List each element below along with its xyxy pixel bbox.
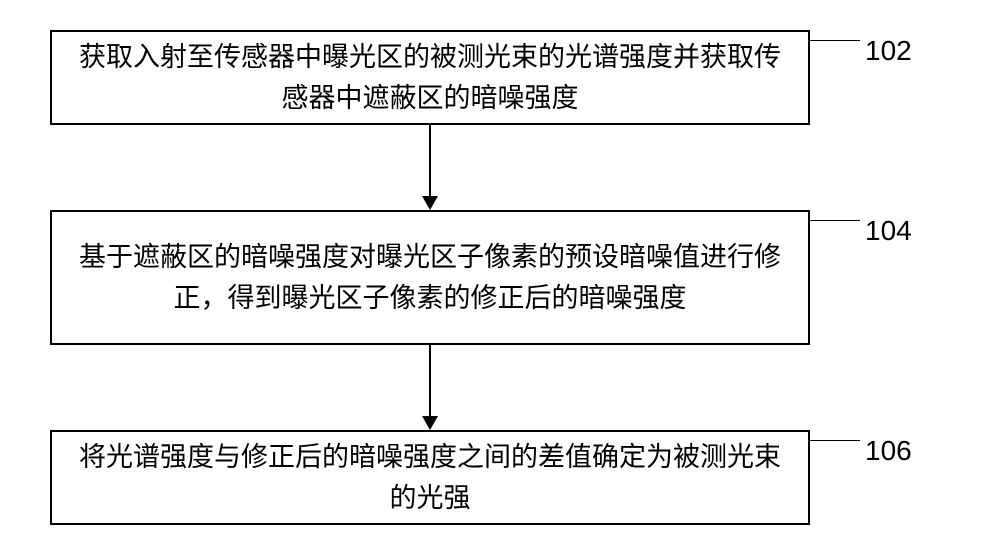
flow-step-106-text: 将光谱强度与修正后的暗噪强度之间的差值确定为被测光束的光强	[72, 437, 788, 518]
step-label-102: 102	[865, 35, 912, 67]
step-label-104: 104	[865, 215, 912, 247]
arrow-head-2	[422, 416, 438, 430]
flow-step-104-text: 基于遮蔽区的暗噪强度对曝光区子像素的预设暗噪值进行修正，得到曝光区子像素的修正后…	[72, 237, 788, 318]
arrow-line-1	[429, 125, 431, 196]
arrow-head-1	[422, 196, 438, 210]
flow-step-102-text: 获取入射至传感器中曝光区的被测光束的光谱强度并获取传感器中遮蔽区的暗噪强度	[72, 37, 788, 118]
arrow-line-2	[429, 345, 431, 416]
label-connector-104	[810, 220, 860, 221]
label-connector-106	[810, 440, 860, 441]
flow-step-106: 将光谱强度与修正后的暗噪强度之间的差值确定为被测光束的光强	[50, 430, 810, 525]
flow-step-104: 基于遮蔽区的暗噪强度对曝光区子像素的预设暗噪值进行修正，得到曝光区子像素的修正后…	[50, 210, 810, 345]
label-connector-102	[810, 40, 860, 41]
step-label-106: 106	[865, 435, 912, 467]
flow-step-102: 获取入射至传感器中曝光区的被测光束的光谱强度并获取传感器中遮蔽区的暗噪强度	[50, 30, 810, 125]
